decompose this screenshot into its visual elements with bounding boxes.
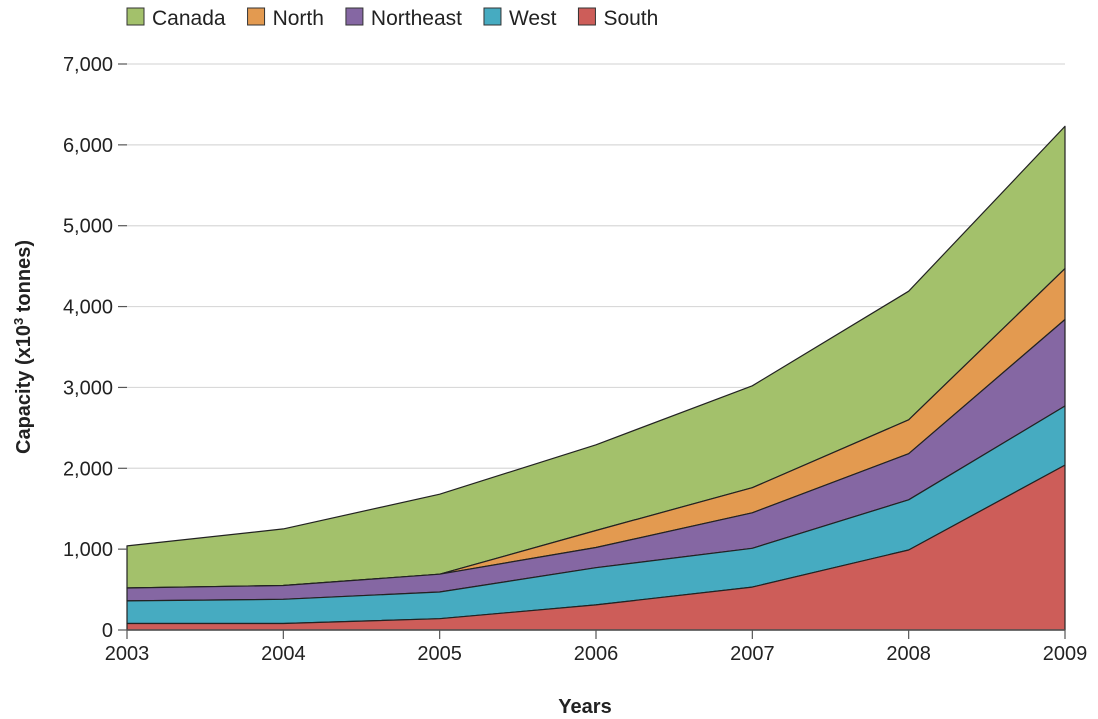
legend-label: Northeast [371,7,462,30]
y-tick-label: 0 [102,620,113,642]
legend-swatch [345,7,364,26]
x-tick-label: 2003 [105,643,150,665]
legend-swatch [247,7,266,26]
x-tick-label: 2009 [1043,643,1088,665]
x-tick-label: 2008 [886,643,931,665]
y-tick-label: 3,000 [63,377,113,399]
x-tick-label: 2006 [574,643,619,665]
legend-item-south: South [577,7,658,30]
legend-item-west: West [483,7,557,30]
y-tick-label: 1,000 [63,539,113,561]
legend-item-north: North [247,7,324,30]
legend-item-canada: Canada [126,7,226,30]
y-tick-label: 7,000 [63,54,113,76]
y-axis-title-superscript: 3 [11,318,26,325]
legend-label: Canada [152,7,226,30]
legend-swatch [483,7,502,26]
legend-label: West [509,7,557,30]
series-areas [126,125,1066,631]
y-tick-label: 6,000 [63,135,113,157]
legend-swatch [126,7,145,26]
y-tick-label: 4,000 [63,297,113,319]
y-axis-title-prefix: Capacity (x10 [13,325,35,454]
y-axis-title: Capacity (x103 tonnes) [11,240,36,454]
y-tick-label: 5,000 [63,216,113,238]
legend-label: North [273,7,324,30]
x-axis-title: Years [558,696,611,718]
x-axis-ticks: 2003 2004 2005 2006 2007 2008 2009 [105,630,1088,665]
x-tick-label: 2005 [417,643,462,665]
legend-item-northeast: Northeast [345,7,462,30]
x-tick-label: 2004 [261,643,306,665]
x-tick-label: 2007 [730,643,775,665]
y-axis-ticks: 0 1,000 2,000 3,000 4,000 5,000 6,000 7,000 [63,54,127,642]
legend-swatch [577,7,596,26]
y-tick-label: 2,000 [63,458,113,480]
legend: Canada North Northeast West South [126,7,658,30]
legend-label: South [603,7,658,30]
y-axis-title-suffix: tonnes) [13,240,35,318]
gridlines [127,63,1065,550]
